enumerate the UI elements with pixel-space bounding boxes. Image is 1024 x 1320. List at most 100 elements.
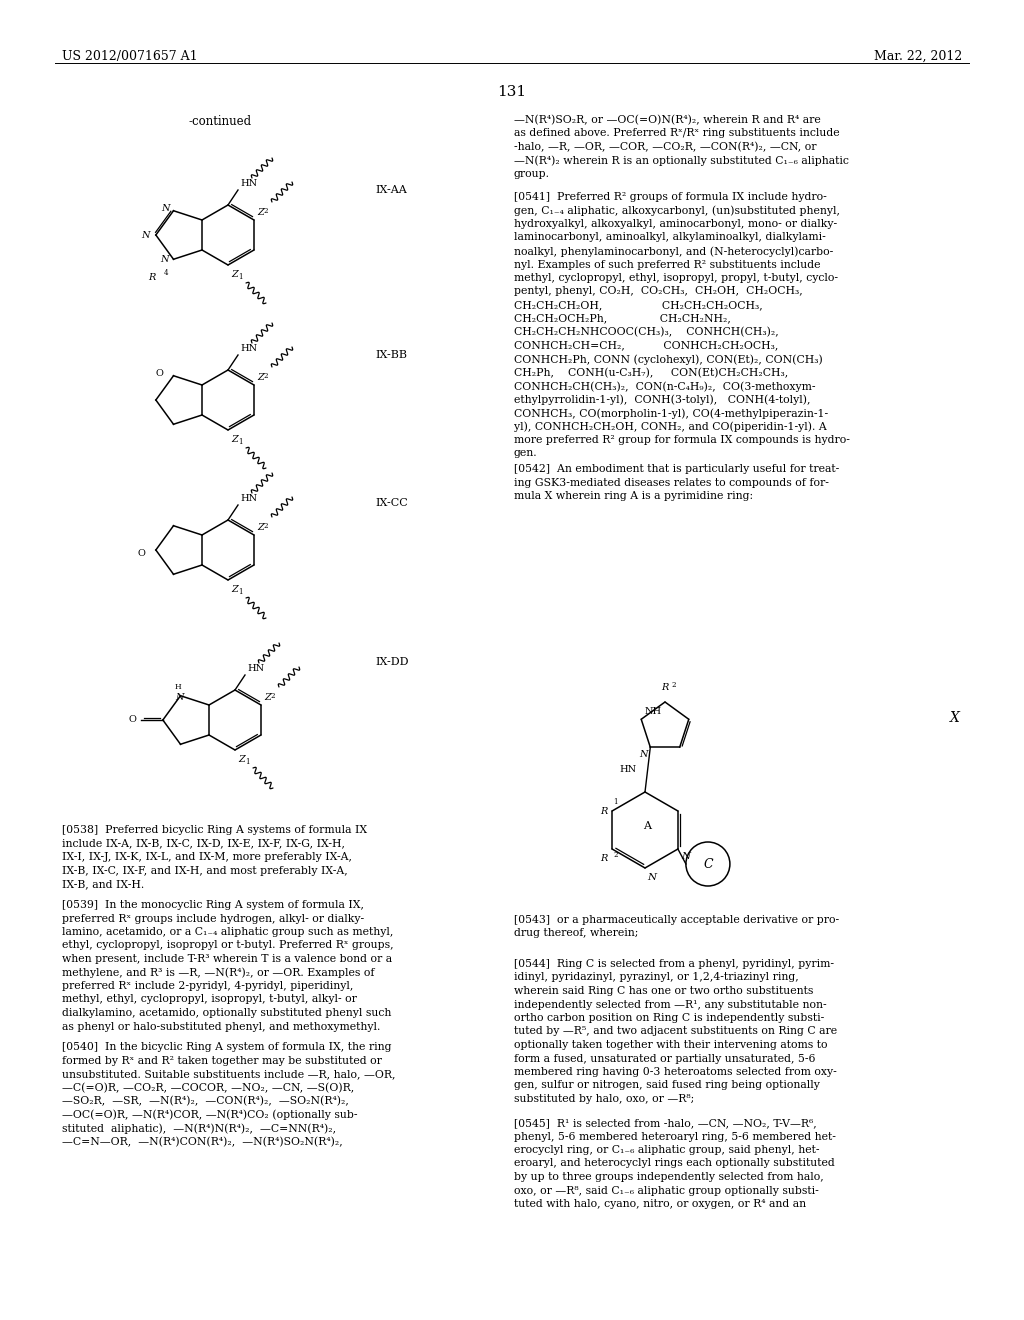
Text: preferred Rˣ groups include hydrogen, alkyl- or dialky-: preferred Rˣ groups include hydrogen, al… xyxy=(62,913,365,924)
Text: —OC(=O)R, —N(R⁴)COR, —N(R⁴)CO₂ (optionally sub-: —OC(=O)R, —N(R⁴)COR, —N(R⁴)CO₂ (optional… xyxy=(62,1110,357,1121)
Text: wherein said Ring C has one or two ortho substituents: wherein said Ring C has one or two ortho… xyxy=(514,986,813,997)
Text: N: N xyxy=(681,851,690,861)
Text: unsubstituted. Suitable substituents include —R, halo, —OR,: unsubstituted. Suitable substituents inc… xyxy=(62,1069,395,1078)
Text: [0538]  Preferred bicyclic Ring A systems of formula IX: [0538] Preferred bicyclic Ring A systems… xyxy=(62,825,368,836)
Text: —SO₂R,  —SR,  —N(R⁴)₂,  —CON(R⁴)₂,  —SO₂N(R⁴)₂,: —SO₂R, —SR, —N(R⁴)₂, —CON(R⁴)₂, —SO₂N(R⁴… xyxy=(62,1096,349,1106)
Text: as defined above. Preferred Rˣ/Rˣ ring substituents include: as defined above. Preferred Rˣ/Rˣ ring s… xyxy=(514,128,840,139)
Text: N: N xyxy=(141,231,150,239)
Text: CH₂CH₂CH₂NHCOOC(CH₃)₃,    CONHCH(CH₃)₂,: CH₂CH₂CH₂NHCOOC(CH₃)₃, CONHCH(CH₃)₂, xyxy=(514,327,778,338)
Text: 1: 1 xyxy=(245,758,250,766)
Text: yl), CONHCH₂CH₂OH, CONH₂, and CO(piperidin-1-yl). A: yl), CONHCH₂CH₂OH, CONH₂, and CO(piperid… xyxy=(514,421,826,432)
Text: tuted with halo, cyano, nitro, or oxygen, or R⁴ and an: tuted with halo, cyano, nitro, or oxygen… xyxy=(514,1199,806,1209)
Text: CH₂CH₂CH₂OH,                 CH₂CH₂CH₂OCH₃,: CH₂CH₂CH₂OH, CH₂CH₂CH₂OCH₃, xyxy=(514,300,763,310)
Text: IX-DD: IX-DD xyxy=(375,657,409,667)
Text: [0543]  or a pharmaceutically acceptable derivative or pro-: [0543] or a pharmaceutically acceptable … xyxy=(514,915,839,925)
Text: N: N xyxy=(647,873,656,882)
Text: oxo, or —R⁸, said C₁₋₆ aliphatic group optionally substi-: oxo, or —R⁸, said C₁₋₆ aliphatic group o… xyxy=(514,1185,819,1196)
Text: CONHCH₂Ph, CONN (cyclohexyl), CON(Et)₂, CON(CH₃): CONHCH₂Ph, CONN (cyclohexyl), CON(Et)₂, … xyxy=(514,354,822,364)
Text: HN: HN xyxy=(247,664,264,673)
Text: —N(R⁴)₂ wherein R is an optionally substituted C₁₋₆ aliphatic: —N(R⁴)₂ wherein R is an optionally subst… xyxy=(514,156,849,166)
Text: methylene, and R³ is —R, —N(R⁴)₂, or —OR. Examples of: methylene, and R³ is —R, —N(R⁴)₂, or —OR… xyxy=(62,968,375,978)
Text: gen, C₁₋₄ aliphatic, alkoxycarbonyl, (un)substituted phenyl,: gen, C₁₋₄ aliphatic, alkoxycarbonyl, (un… xyxy=(514,206,840,216)
Text: R: R xyxy=(600,807,607,816)
Text: by up to three groups independently selected from halo,: by up to three groups independently sele… xyxy=(514,1172,823,1181)
Text: tuted by —R⁵, and two adjacent substituents on Ring C are: tuted by —R⁵, and two adjacent substitue… xyxy=(514,1027,838,1036)
Text: dialkylamino, acetamido, optionally substituted phenyl such: dialkylamino, acetamido, optionally subs… xyxy=(62,1008,391,1018)
Text: R: R xyxy=(600,854,607,863)
Text: Z: Z xyxy=(238,755,245,764)
Text: ing GSK3-mediated diseases relates to compounds of for-: ing GSK3-mediated diseases relates to co… xyxy=(514,478,828,487)
Text: drug thereof, wherein;: drug thereof, wherein; xyxy=(514,928,638,939)
Text: N: N xyxy=(161,205,170,214)
Text: H: H xyxy=(174,682,181,690)
Text: HN: HN xyxy=(240,180,257,187)
Text: IX-B, and IX-H.: IX-B, and IX-H. xyxy=(62,879,144,888)
Text: as phenyl or halo-substituted phenyl, and methoxymethyl.: as phenyl or halo-substituted phenyl, an… xyxy=(62,1022,380,1031)
Text: 2: 2 xyxy=(264,207,268,215)
Text: lamino, acetamido, or a C₁₋₄ aliphatic group such as methyl,: lamino, acetamido, or a C₁₋₄ aliphatic g… xyxy=(62,927,393,937)
Text: membered ring having 0-3 heteroatoms selected from oxy-: membered ring having 0-3 heteroatoms sel… xyxy=(514,1067,837,1077)
Text: 1: 1 xyxy=(238,438,243,446)
Text: 2: 2 xyxy=(613,851,617,859)
Text: NH: NH xyxy=(644,708,662,717)
Text: idinyl, pyridazinyl, pyrazinyl, or 1,2,4-triazinyl ring,: idinyl, pyridazinyl, pyrazinyl, or 1,2,4… xyxy=(514,973,799,982)
Text: —N(R⁴)SO₂R, or —OC(=O)N(R⁴)₂, wherein R and R⁴ are: —N(R⁴)SO₂R, or —OC(=O)N(R⁴)₂, wherein R … xyxy=(514,115,821,125)
Text: stituted  aliphatic),  —N(R⁴)N(R⁴)₂,  —C=NN(R⁴)₂,: stituted aliphatic), —N(R⁴)N(R⁴)₂, —C=NN… xyxy=(62,1123,336,1134)
Text: form a fused, unsaturated or partially unsaturated, 5-6: form a fused, unsaturated or partially u… xyxy=(514,1053,815,1064)
Text: CONHCH₃, CO(morpholin-1-yl), CO(4-methylpiperazin-1-: CONHCH₃, CO(morpholin-1-yl), CO(4-methyl… xyxy=(514,408,828,418)
Text: nyl. Examples of such preferred R² substituents include: nyl. Examples of such preferred R² subst… xyxy=(514,260,820,269)
Text: Z: Z xyxy=(257,209,264,216)
Text: Z: Z xyxy=(257,523,264,532)
Text: -halo, —R, —OR, —COR, —CO₂R, —CON(R⁴)₂, —CN, or: -halo, —R, —OR, —COR, —CO₂R, —CON(R⁴)₂, … xyxy=(514,143,816,152)
Text: 4: 4 xyxy=(164,269,168,277)
Text: ortho carbon position on Ring C is independently substi-: ortho carbon position on Ring C is indep… xyxy=(514,1012,824,1023)
Text: preferred Rˣ include 2-pyridyl, 4-pyridyl, piperidinyl,: preferred Rˣ include 2-pyridyl, 4-pyridy… xyxy=(62,981,353,991)
Text: US 2012/0071657 A1: US 2012/0071657 A1 xyxy=(62,50,198,63)
Text: methyl, cyclopropyl, ethyl, isopropyl, propyl, t-butyl, cyclo-: methyl, cyclopropyl, ethyl, isopropyl, p… xyxy=(514,273,838,282)
Text: IX-BB: IX-BB xyxy=(375,350,407,360)
Text: IX-I, IX-J, IX-K, IX-L, and IX-M, more preferably IX-A,: IX-I, IX-J, IX-K, IX-L, and IX-M, more p… xyxy=(62,851,352,862)
Text: [0541]  Preferred R² groups of formula IX include hydro-: [0541] Preferred R² groups of formula IX… xyxy=(514,191,826,202)
Text: laminocarbonyl, aminoalkyl, alkylaminoalkyl, dialkylami-: laminocarbonyl, aminoalkyl, alkylaminoal… xyxy=(514,232,825,243)
Text: CONHCH₂CH=CH₂,           CONHCH₂CH₂OCH₃,: CONHCH₂CH=CH₂, CONHCH₂CH₂OCH₃, xyxy=(514,341,778,351)
Text: N: N xyxy=(160,255,169,264)
Text: erocyclyl ring, or C₁₋₆ aliphatic group, said phenyl, het-: erocyclyl ring, or C₁₋₆ aliphatic group,… xyxy=(514,1144,819,1155)
Text: O: O xyxy=(138,549,145,557)
Text: 2: 2 xyxy=(264,372,268,380)
Text: HN: HN xyxy=(620,766,637,774)
Text: CONHCH₂CH(CH₃)₂,  CON(n-C₄H₉)₂,  CO(3-methoxym-: CONHCH₂CH(CH₃)₂, CON(n-C₄H₉)₂, CO(3-meth… xyxy=(514,381,815,392)
Text: independently selected from —R¹, any substitutable non-: independently selected from —R¹, any sub… xyxy=(514,999,826,1010)
Text: Z: Z xyxy=(231,436,238,444)
Text: CH₂CH₂OCH₂Ph,               CH₂CH₂NH₂,: CH₂CH₂OCH₂Ph, CH₂CH₂NH₂, xyxy=(514,314,731,323)
Text: methyl, ethyl, cyclopropyl, isopropyl, t-butyl, alkyl- or: methyl, ethyl, cyclopropyl, isopropyl, t… xyxy=(62,994,357,1005)
Text: —C=N—OR,  —N(R⁴)CON(R⁴)₂,  —N(R⁴)SO₂N(R⁴)₂,: —C=N—OR, —N(R⁴)CON(R⁴)₂, —N(R⁴)SO₂N(R⁴)₂… xyxy=(62,1137,343,1147)
Text: include IX-A, IX-B, IX-C, IX-D, IX-E, IX-F, IX-G, IX-H,: include IX-A, IX-B, IX-C, IX-D, IX-E, IX… xyxy=(62,838,345,849)
Text: Z: Z xyxy=(257,374,264,381)
Text: -continued: -continued xyxy=(188,115,252,128)
Text: 1: 1 xyxy=(613,799,617,807)
Text: formed by Rˣ and R² taken together may be substituted or: formed by Rˣ and R² taken together may b… xyxy=(62,1056,382,1065)
Text: 1: 1 xyxy=(238,587,243,597)
Text: phenyl, 5-6 membered heteroaryl ring, 5-6 membered het-: phenyl, 5-6 membered heteroaryl ring, 5-… xyxy=(514,1131,836,1142)
Text: pentyl, phenyl, CO₂H,  CO₂CH₃,  CH₂OH,  CH₂OCH₃,: pentyl, phenyl, CO₂H, CO₂CH₃, CH₂OH, CH₂… xyxy=(514,286,803,297)
Text: N: N xyxy=(639,750,647,759)
Text: substituted by halo, oxo, or —R⁸;: substituted by halo, oxo, or —R⁸; xyxy=(514,1094,694,1104)
Text: [0539]  In the monocyclic Ring A system of formula IX,: [0539] In the monocyclic Ring A system o… xyxy=(62,900,364,909)
Text: X: X xyxy=(950,711,959,725)
Text: optionally taken together with their intervening atoms to: optionally taken together with their int… xyxy=(514,1040,827,1049)
Text: gen.: gen. xyxy=(514,449,538,458)
Text: CH₂Ph,    CONH(u-C₃H₇),     CON(Et)CH₂CH₂CH₃,: CH₂Ph, CONH(u-C₃H₇), CON(Et)CH₂CH₂CH₃, xyxy=(514,367,788,378)
Text: hydroxyalkyl, alkoxyalkyl, aminocarbonyl, mono- or dialky-: hydroxyalkyl, alkoxyalkyl, aminocarbonyl… xyxy=(514,219,838,228)
Text: noalkyl, phenylaminocarbonyl, and (N-heterocyclyl)carbo-: noalkyl, phenylaminocarbonyl, and (N-het… xyxy=(514,246,834,256)
Text: O: O xyxy=(156,370,164,379)
Text: gen, sulfur or nitrogen, said fused ring being optionally: gen, sulfur or nitrogen, said fused ring… xyxy=(514,1081,820,1090)
Text: 2: 2 xyxy=(264,521,268,531)
Text: A: A xyxy=(643,821,651,832)
Text: IX-B, IX-C, IX-F, and IX-H, and most preferably IX-A,: IX-B, IX-C, IX-F, and IX-H, and most pre… xyxy=(62,866,348,875)
Text: N: N xyxy=(175,693,183,702)
Text: IX-AA: IX-AA xyxy=(375,185,407,195)
Text: [0545]  R¹ is selected from -halo, —CN, —NO₂, T-V—R⁶,: [0545] R¹ is selected from -halo, —CN, —… xyxy=(514,1118,817,1129)
Text: [0540]  In the bicyclic Ring A system of formula IX, the ring: [0540] In the bicyclic Ring A system of … xyxy=(62,1041,391,1052)
Text: ethylpyrrolidin-1-yl),  CONH(3-tolyl),   CONH(4-tolyl),: ethylpyrrolidin-1-yl), CONH(3-tolyl), CO… xyxy=(514,395,811,405)
Text: R: R xyxy=(148,273,156,282)
